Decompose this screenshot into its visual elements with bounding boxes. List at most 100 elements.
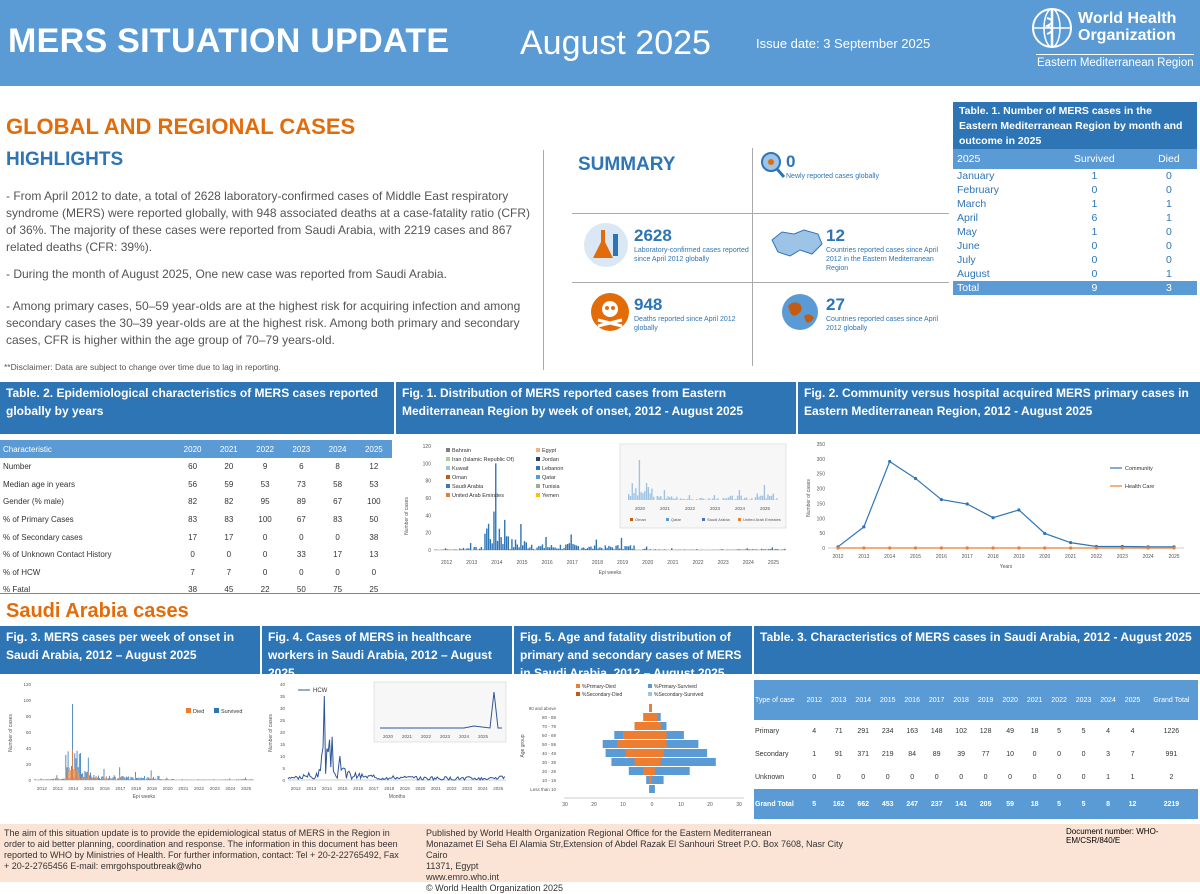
table3-cell: 234: [875, 720, 899, 743]
fig3-legend-label: Survived: [221, 709, 242, 715]
epi-bar: [737, 496, 738, 500]
epi-bar: [157, 776, 158, 780]
fig5-age-label: 30 - 39: [542, 760, 557, 765]
fig1-inset-year: 2024: [735, 506, 746, 511]
fig2-point: [888, 546, 891, 549]
table2-cell: 82: [174, 493, 210, 511]
epi-bar: [123, 779, 124, 780]
epi-bar: [639, 460, 640, 500]
fig5-age-label: 90 and above: [529, 706, 557, 711]
epi-bar: [772, 547, 773, 550]
epi-bar: [96, 776, 97, 780]
fig4-ytick: 15: [280, 742, 286, 747]
epi-bar: [784, 549, 785, 550]
table2-cell: 82: [211, 493, 247, 511]
epi-bar: [64, 779, 65, 780]
epi-bar: [745, 549, 746, 550]
fig2-point: [836, 546, 839, 549]
epi-bar: [89, 777, 90, 780]
table2-header: 2021: [211, 440, 247, 458]
table2-cell: 7: [174, 564, 210, 582]
report-title: MERS SITUATION UPDATE: [8, 22, 449, 61]
epi-bar: [658, 497, 659, 500]
table1-cell: 0: [1141, 239, 1197, 253]
fig2-xtick: 2020: [1039, 554, 1050, 560]
fig5-bar-secondary-died: [652, 740, 667, 748]
fig3-year-label: 2013: [53, 786, 64, 791]
epi-bar: [153, 779, 154, 780]
fig5-ylabel: Age group: [520, 734, 526, 757]
table3-cell: 0: [1022, 766, 1046, 789]
fig5-bar-primary-died: [643, 767, 652, 775]
table3-cell: 0: [875, 766, 899, 789]
epi-bar: [131, 777, 132, 780]
fig1-inset-year: 2021: [660, 506, 671, 511]
epi-bar: [776, 498, 777, 500]
fig5-bar-secondary-survived: [652, 767, 690, 775]
fig2-xtick: 2021: [1065, 554, 1076, 560]
table3-total-cell: 5: [1047, 789, 1071, 819]
table3-cell: 0: [826, 766, 850, 789]
fig2-point: [862, 546, 865, 549]
epi-bar: [157, 779, 158, 780]
epi-bar: [118, 778, 119, 780]
fig5-age-label: Less than 10: [530, 787, 556, 792]
table3-cell: 5: [1047, 720, 1071, 743]
table2-cell: 38: [356, 528, 392, 546]
fig3-year-label: 2024: [225, 786, 236, 791]
table1-cell: August: [953, 267, 1048, 281]
fig3-year-label: 2025: [241, 786, 252, 791]
table1-cell: 1: [1141, 197, 1197, 211]
fig4-year-label: 2023: [462, 786, 473, 791]
table2-cell: 0: [319, 528, 355, 546]
fig5-legend-swatch: [648, 684, 652, 688]
epi-bar: [81, 777, 82, 780]
table3-cell: 71: [826, 720, 850, 743]
epi-bar: [767, 494, 768, 500]
epi-bar: [83, 779, 84, 780]
table3-total-cell: Grand Total: [754, 789, 802, 819]
fig2-point: [914, 477, 917, 480]
fig3-ytick: 0: [28, 778, 31, 783]
epi-bar: [714, 495, 715, 500]
fig2-ytick: 350: [817, 442, 826, 448]
table3-total-cell: 247: [900, 789, 924, 819]
table2-cell: 0: [247, 546, 283, 564]
table2-header: 2025: [356, 440, 392, 458]
epi-bar: [633, 545, 634, 550]
table3-header: 2016: [900, 680, 924, 720]
epi-bar: [106, 778, 107, 780]
magnifier-virus-icon: [760, 150, 786, 180]
epi-bar: [692, 499, 693, 500]
fig1-inset-year: 2022: [685, 506, 696, 511]
fig4-year-label: 2022: [446, 786, 457, 791]
fig4-inset-year: 2022: [421, 734, 432, 739]
fig5-bar-primary-survived: [649, 785, 652, 793]
table2-cell: 17: [174, 528, 210, 546]
epi-bar: [728, 497, 729, 500]
table3-total-cell: 12: [1120, 789, 1144, 819]
epi-bar: [760, 496, 761, 500]
fig1-legend-swatch: [446, 448, 450, 452]
table3-cell: 0: [802, 766, 826, 789]
epi-bar: [567, 544, 568, 550]
fig4-ytick: 40: [280, 682, 286, 687]
epi-bar: [662, 499, 663, 500]
epi-bar: [712, 499, 713, 500]
table1-total-died: 3: [1141, 281, 1197, 295]
fig1-legend-label: Bahrain: [452, 448, 471, 454]
epi-bar: [574, 545, 575, 550]
summary-item-emr-countries: 12 Countries reported cases since April …: [826, 226, 951, 273]
epi-bar: [77, 769, 78, 780]
table2-cell: 75: [319, 581, 355, 599]
table1-total-label: Total: [953, 281, 1048, 295]
epi-bar: [637, 495, 638, 500]
epi-bar: [97, 779, 98, 780]
epi-bar: [570, 534, 571, 550]
fig2-point: [1017, 546, 1020, 549]
epi-bar: [741, 496, 742, 500]
epi-bar: [606, 548, 607, 550]
